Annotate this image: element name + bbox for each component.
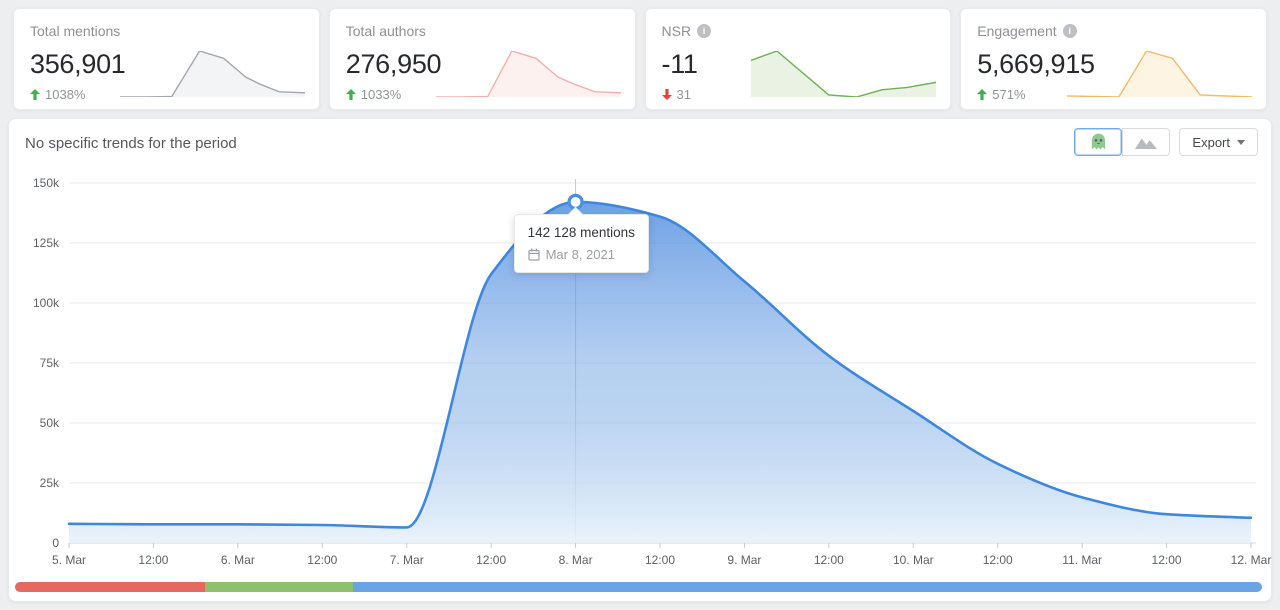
stat-change-text: 1033%: [360, 87, 402, 102]
stat-change-text: 31: [676, 87, 691, 102]
storm-view-button[interactable]: [1074, 128, 1123, 156]
stat-label-text: Total mentions: [30, 23, 121, 39]
svg-text:75k: 75k: [40, 356, 60, 370]
svg-text:12:00: 12:00: [983, 553, 1013, 567]
svg-text:7. Mar: 7. Mar: [390, 553, 424, 567]
scrollbar-segment-0[interactable]: [15, 582, 205, 592]
info-icon[interactable]: [697, 24, 712, 38]
engagement-sparkline: [1067, 51, 1252, 97]
stat-label-text: Engagement: [977, 23, 1057, 39]
svg-text:12:00: 12:00: [138, 553, 168, 567]
mentions-sparkline: [119, 51, 305, 97]
chart-tooltip: 142 128 mentions Mar 8, 2021: [513, 206, 649, 273]
chart-controls: Export: [1074, 128, 1258, 156]
arrow-up-icon: [977, 89, 988, 100]
stat-label-text: Total authors: [345, 23, 426, 39]
chart-view-toggle: [1074, 128, 1171, 156]
stat-label: Total authors: [346, 23, 619, 39]
stat-label-text: NSR: [661, 23, 692, 39]
caret-down-icon: [1237, 139, 1245, 145]
svg-text:9. Mar: 9. Mar: [727, 553, 761, 567]
stat-value: -11: [661, 49, 698, 79]
arrow-up-icon: [30, 89, 40, 100]
stat-value: 356,901: [30, 49, 126, 79]
arrow-up-icon: [345, 89, 356, 100]
tooltip-mentions-count: 142 128 mentions: [527, 224, 635, 240]
y-axis: 0 25k 50k 75k 100k 125k 150k: [33, 176, 60, 550]
svg-text:12. Mar: 12. Mar: [1231, 553, 1272, 567]
stat-change: 571%: [977, 87, 1250, 102]
svg-text:125k: 125k: [33, 236, 60, 250]
stat-card-total-mentions: Total mentions 356,901 1038%: [13, 8, 320, 110]
stat-change-text: 571%: [992, 87, 1026, 102]
svg-text:5. Mar: 5. Mar: [52, 553, 86, 567]
svg-text:12:00: 12:00: [814, 553, 844, 567]
svg-text:12:00: 12:00: [307, 553, 337, 567]
stat-label: Total mentions: [30, 23, 303, 39]
scrollbar-segment-2[interactable]: [352, 582, 1262, 592]
export-label: Export: [1192, 134, 1230, 150]
stat-value: 276,950: [345, 49, 442, 79]
svg-text:6. Mar: 6. Mar: [221, 553, 255, 567]
svg-text:12:00: 12:00: [476, 553, 506, 567]
tooltip-date-row: Mar 8, 2021: [527, 246, 635, 262]
stat-label: NSR: [662, 23, 935, 39]
mentions-area-chart[interactable]: 0 25k 50k 75k 100k 125k 150k 5. Mar 12:00 6. Mar 1…: [9, 119, 1273, 603]
timeline-scrollbar[interactable]: [15, 582, 1262, 592]
calendar-icon: [527, 248, 540, 261]
stat-card-engagement: Engagement 5,669,915 571%: [960, 8, 1267, 110]
area-view-button[interactable]: [1122, 128, 1171, 156]
ghost-icon: [1091, 133, 1106, 150]
mountain-chart-icon: [1135, 137, 1158, 149]
no-trends-message: No specific trends for the period: [25, 135, 237, 152]
export-button[interactable]: Export: [1179, 128, 1258, 156]
area-series-fill: [69, 201, 1251, 543]
svg-text:150k: 150k: [33, 176, 60, 190]
stat-change: 31: [661, 87, 935, 102]
nsr-sparkline: [751, 51, 937, 97]
mentions-chart-panel: No specific trends for the period Export: [8, 118, 1272, 602]
svg-text:12:00: 12:00: [1152, 553, 1182, 567]
svg-text:50k: 50k: [40, 416, 60, 430]
authors-sparkline: [435, 51, 621, 97]
tooltip-date-text: Mar 8, 2021: [545, 246, 615, 262]
stat-card-total-authors: Total authors 276,950 1033%: [328, 8, 636, 110]
stat-label: Engagement: [977, 23, 1250, 39]
scrollbar-segment-1[interactable]: [204, 582, 353, 592]
stat-card-nsr: NSR -11 31: [644, 8, 952, 110]
svg-text:10. Mar: 10. Mar: [893, 553, 934, 567]
svg-text:8. Mar: 8. Mar: [559, 553, 593, 567]
arrow-down-icon: [661, 89, 672, 100]
stat-cards-row: Total mentions 356,901 1038% Total autho…: [13, 8, 1267, 110]
svg-text:11. Mar: 11. Mar: [1062, 553, 1102, 567]
stat-value: 5,669,915: [977, 49, 1095, 79]
svg-text:0: 0: [52, 536, 59, 550]
svg-text:25k: 25k: [40, 476, 60, 490]
svg-text:100k: 100k: [33, 296, 60, 310]
stat-change: 1038%: [30, 87, 303, 102]
stat-change-text: 1038%: [45, 87, 86, 102]
area-series-line: [67, 200, 1253, 529]
info-icon[interactable]: [1062, 24, 1077, 38]
svg-text:12:00: 12:00: [645, 553, 675, 567]
x-axis: 5. Mar 12:00 6. Mar 12:00 7. Mar 12:00 8. Mar 1…: [52, 543, 1271, 567]
stat-change: 1033%: [345, 87, 619, 102]
